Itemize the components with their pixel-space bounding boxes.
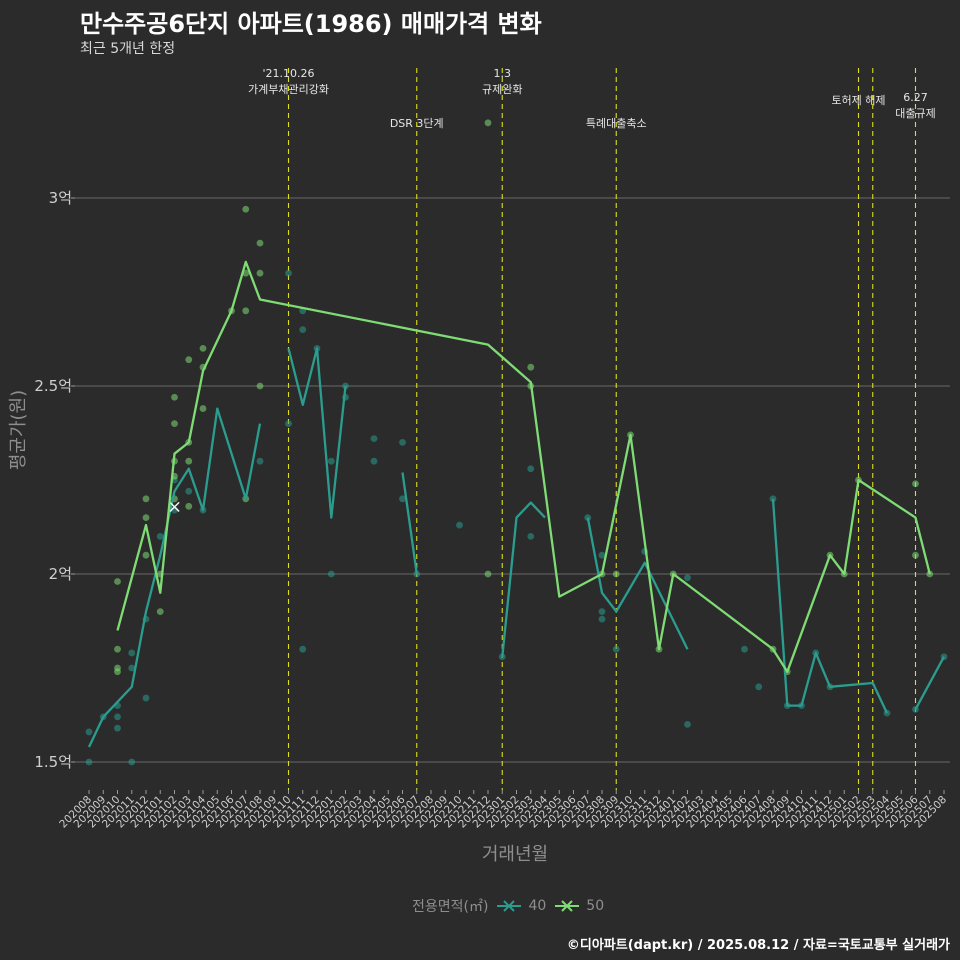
series-line-40 <box>771 498 889 714</box>
data-point-50 <box>484 570 492 578</box>
data-point-40 <box>598 615 606 623</box>
data-point-40 <box>171 506 178 514</box>
data-point-40 <box>527 465 535 473</box>
data-point-50 <box>171 393 178 401</box>
legend-title: 전용면적(㎡) <box>412 899 489 915</box>
transaction-points <box>85 119 948 766</box>
grid-lines <box>75 197 950 763</box>
data-point-50 <box>199 405 207 412</box>
data-point-40 <box>598 608 606 615</box>
data-point-40 <box>498 653 506 661</box>
data-point-40 <box>114 724 121 732</box>
data-point-50 <box>912 480 919 488</box>
y-tick-label: 2억 <box>49 565 72 583</box>
data-point-40 <box>256 457 264 465</box>
data-point-40 <box>370 435 378 443</box>
data-point-40 <box>185 487 193 495</box>
legend-item-40[interactable]: 40 <box>496 897 546 915</box>
series-line-50 <box>116 260 931 673</box>
data-point-50 <box>256 382 264 390</box>
data-point-50 <box>912 551 919 559</box>
legend-swatch-50-icon <box>555 900 580 912</box>
data-point-40 <box>755 683 763 691</box>
data-point-50 <box>256 269 264 277</box>
data-point-40 <box>114 713 121 721</box>
data-point-50 <box>256 239 264 247</box>
data-point-40 <box>584 514 592 521</box>
data-point-40 <box>399 439 406 446</box>
data-point-50 <box>114 578 121 585</box>
data-point-50 <box>199 345 207 352</box>
data-point-50 <box>142 495 150 503</box>
legend-label-40: 40 <box>528 898 547 914</box>
event-label: 1.3 <box>494 67 512 80</box>
series-line-40 <box>914 656 946 710</box>
data-point-50 <box>185 502 193 510</box>
data-point-40 <box>370 457 378 465</box>
event-label: 6.27 <box>903 91 928 104</box>
data-point-40 <box>156 533 164 540</box>
data-point-40 <box>612 645 620 653</box>
y-axis-label: 평균가(원) <box>8 390 29 470</box>
legend-item-50[interactable]: 50 <box>554 897 604 915</box>
data-point-50 <box>185 356 193 364</box>
legend-swatch-40-icon <box>497 900 522 912</box>
data-point-40 <box>299 326 307 333</box>
data-point-40 <box>399 495 406 503</box>
data-point-50 <box>185 457 193 465</box>
data-point-50 <box>114 645 121 653</box>
data-point-50 <box>142 551 150 559</box>
event-label: 가계부채관리강화 <box>248 83 329 96</box>
series-line-40 <box>501 501 546 657</box>
data-point-40 <box>85 758 93 766</box>
legend-label-50: 50 <box>586 898 605 914</box>
data-point-50 <box>612 570 620 578</box>
legend: 전용면적(㎡) 40 50 <box>412 896 604 916</box>
data-point-50 <box>242 307 250 315</box>
data-point-40 <box>684 574 691 582</box>
data-point-50 <box>171 420 178 427</box>
event-label: '21.10.26 <box>262 67 314 80</box>
data-point-50 <box>156 608 164 615</box>
y-tick-label: 3억 <box>49 189 72 207</box>
data-point-40 <box>85 728 93 736</box>
data-point-50 <box>527 363 535 371</box>
data-point-40 <box>741 645 748 653</box>
data-point-50 <box>484 119 492 127</box>
y-tick-label: 1.5억 <box>34 753 72 771</box>
event-label: 대출규제 <box>895 107 935 120</box>
data-point-40 <box>285 420 292 427</box>
event-label: DSR 3단계 <box>390 117 444 130</box>
event-label: 규제완화 <box>482 83 522 96</box>
series-line-40 <box>401 472 418 575</box>
data-point-50 <box>242 205 250 213</box>
data-point-40 <box>684 721 691 728</box>
data-point-40 <box>142 694 150 702</box>
data-point-40 <box>285 269 292 277</box>
chart-title: 만수주공6단지 아파트(1986) 매매가격 변화 <box>80 10 542 38</box>
data-point-50 <box>114 668 121 676</box>
chart-subtitle: 최근 5개년 한정 <box>80 41 176 57</box>
average-price-lines: × <box>87 260 946 748</box>
x-axis-label: 거래년월 <box>482 844 548 865</box>
series-line-40 <box>287 347 347 519</box>
data-point-40 <box>327 457 335 465</box>
data-point-40 <box>327 570 335 578</box>
data-point-40 <box>456 521 463 529</box>
source-caption: ©디아파트(dapt.kr) / 2025.08.12 / 자료=국토교통부 실… <box>566 938 950 953</box>
series-line-40 <box>586 517 689 650</box>
data-point-40 <box>527 533 535 540</box>
data-point-40 <box>598 551 606 559</box>
series-line-40 <box>87 407 262 748</box>
data-point-50 <box>142 514 150 521</box>
data-point-40 <box>128 649 136 657</box>
y-tick-label: 2.5억 <box>34 377 72 395</box>
data-point-40 <box>128 758 136 766</box>
data-point-40 <box>299 645 307 653</box>
data-point-40 <box>128 664 136 672</box>
event-label: 토허제 해제 <box>831 93 885 107</box>
event-label: 특례대출축소 <box>586 117 647 130</box>
